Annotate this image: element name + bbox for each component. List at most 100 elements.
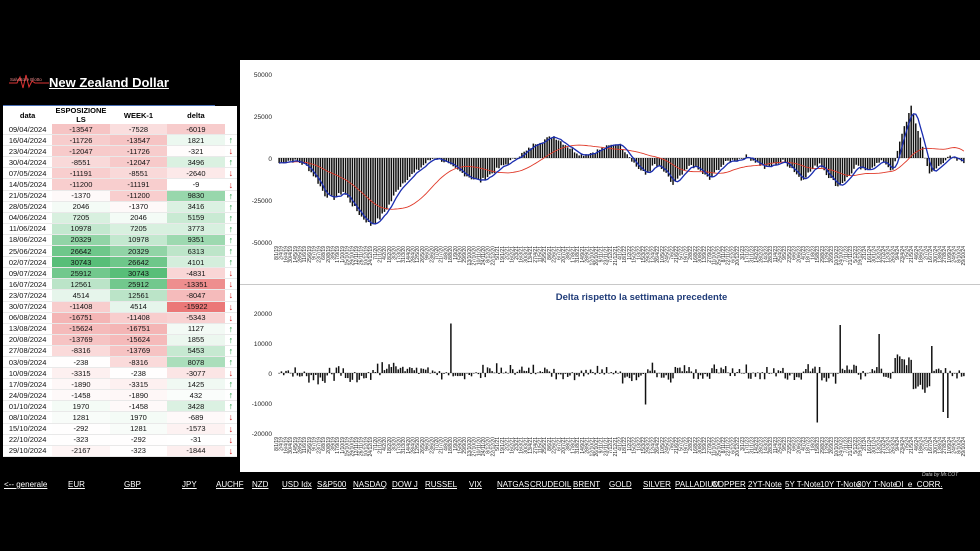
cell-week1: -12047 — [109, 156, 168, 169]
nav-link-30y-t-note[interactable]: 30Y T-Note — [857, 480, 898, 489]
x-tick-label: 11/6/19 — [302, 246, 308, 263]
delta-bar — [404, 371, 406, 373]
table-row: 30/07/2024 -11408 4514 -15922 ↓ — [3, 301, 237, 313]
delta-bar — [805, 369, 807, 373]
nav-link-oi-e-corr[interactable]: OI_e_CORR. — [895, 480, 943, 489]
exposure-bar — [383, 158, 386, 212]
delta-bar — [612, 373, 615, 375]
x-tick-label: 25/6/19 — [307, 246, 313, 263]
x-tick-label: 12/5/20 — [415, 437, 421, 454]
nav-link-nasdaq[interactable]: NASDAQ — [353, 480, 387, 489]
delta-bar — [919, 373, 922, 385]
delta-bar — [848, 369, 851, 373]
delta-bar — [482, 364, 484, 373]
delta-bar — [683, 365, 686, 373]
delta-bar — [353, 372, 356, 373]
nav-link-generale[interactable]: <-- generale — [4, 480, 48, 489]
x-tick-label: 26/5/20 — [420, 437, 426, 454]
exposure-bar — [669, 158, 672, 182]
exposure-bar — [915, 123, 917, 158]
nav-link-eur[interactable]: EUR — [68, 480, 85, 489]
exposure-bar — [582, 155, 585, 158]
delta-bar — [452, 373, 454, 377]
exposure-bar — [871, 158, 873, 168]
exposure-bar — [420, 158, 422, 168]
nav-link-10y-t-note[interactable]: 10Y T-Note — [820, 480, 861, 489]
delta-bar — [903, 359, 906, 373]
nav-link-dow-j[interactable]: DOW J — [392, 480, 418, 489]
delta-bar — [450, 323, 452, 373]
x-tick-label: 10/10/23 — [834, 437, 840, 457]
exposure-bar — [518, 156, 521, 158]
nav-link-silver[interactable]: SILVER — [643, 480, 671, 489]
x-tick-label: 5/12/23 — [853, 246, 859, 263]
x-tick-label: 20/8/19 — [326, 437, 332, 454]
nav-link-natgas[interactable]: NATGAS — [497, 480, 530, 489]
nav-link-gold[interactable]: GOLD — [609, 480, 632, 489]
delta-bar — [514, 373, 516, 375]
x-tick-label: 22/6/21 — [552, 246, 558, 263]
nav-link-s-p500[interactable]: S&P500 — [317, 480, 347, 489]
delta-bar — [541, 371, 544, 373]
cell-week1: 2046 — [109, 212, 168, 224]
delta-bar — [958, 370, 961, 373]
delta-bar — [438, 371, 441, 373]
nav-link-usd-idx[interactable]: USD Idx — [282, 480, 312, 489]
cell-exposure: -11408 — [52, 301, 110, 313]
x-tick-label: 30/7/24 — [933, 437, 939, 454]
delta-bar — [292, 373, 294, 377]
charts-area: 50000 25000 0 -25000 -50000 8/1/19 2/4/19 16/4/… — [240, 60, 980, 472]
nav-link-auchf[interactable]: AUCHF — [216, 480, 244, 489]
nav-link-5y-t-note[interactable]: 5Y T-Note — [785, 480, 821, 489]
x-tick-label: 7/5/24 — [905, 437, 911, 451]
x-tick-label: 24/12/19 — [368, 437, 374, 457]
exposure-bar — [372, 158, 374, 225]
nav-link-vix[interactable]: VIX — [469, 480, 482, 489]
exposure-bar — [940, 158, 942, 165]
exposure-bar — [894, 158, 896, 162]
nav-link-russel[interactable]: RUSSEL — [425, 480, 458, 489]
cell-exposure: -11191 — [52, 167, 110, 180]
x-tick-label: 26/9/23 — [829, 246, 835, 263]
delta-bar — [660, 373, 663, 378]
exposure-bar — [608, 145, 610, 158]
nav-link-brent[interactable]: BRENT — [573, 480, 601, 489]
delta-bar — [287, 370, 290, 373]
delta-bar — [635, 373, 638, 381]
x-tick-label: 8/1/19 — [274, 437, 280, 451]
x-tick-label: 29/8/23 — [820, 437, 826, 454]
nav-link-palladium[interactable]: PALLADIUM — [675, 480, 720, 489]
delta-bar — [615, 370, 617, 373]
delta-bar — [626, 373, 628, 377]
x-tick-label: 4/1/22 — [618, 437, 624, 451]
exposure-bar — [637, 158, 640, 170]
exposure-bar — [315, 158, 317, 178]
exposure-bar — [800, 158, 803, 181]
x-tick-label: 1/2/22 — [627, 246, 633, 260]
nav-link-gbp[interactable]: GBP — [124, 480, 141, 489]
nav-link-2yt-note[interactable]: 2YT-Note — [748, 480, 782, 489]
cell-delta: 9830 — [167, 190, 225, 202]
x-tick-label: 12/5/20 — [415, 246, 421, 263]
exposure-bar — [711, 158, 713, 178]
delta-bar — [942, 373, 944, 412]
x-tick-label: 14/2/23 — [754, 437, 760, 454]
exposure-bar — [841, 158, 844, 184]
x-tick-label: 23/5/23 — [787, 246, 793, 263]
exposure-bar — [821, 158, 823, 168]
nav-link-nzd[interactable]: NZD — [252, 480, 269, 489]
nav-link-crudeoil[interactable]: CRUDEOIL — [530, 480, 572, 489]
cell-date: 16/04/2024 — [3, 134, 53, 147]
x-tick-label: 16/7/24 — [928, 437, 934, 454]
exposure-bar — [757, 158, 759, 163]
exposure-bar — [486, 158, 489, 178]
delta-bar — [926, 373, 928, 388]
delta-bar — [846, 365, 848, 373]
exposure-bar — [386, 158, 388, 210]
delta-bar — [386, 368, 388, 373]
nav-link-copper[interactable]: COPPER — [712, 480, 746, 489]
nav-link-jpy[interactable]: JPY — [182, 480, 197, 489]
x-tick-label: 6/7/21 — [556, 246, 562, 260]
table-body: 09/04/2024 -13547 -7528 -6019 16/04/2024 -117… — [3, 124, 237, 457]
exposure-bar — [779, 158, 782, 163]
